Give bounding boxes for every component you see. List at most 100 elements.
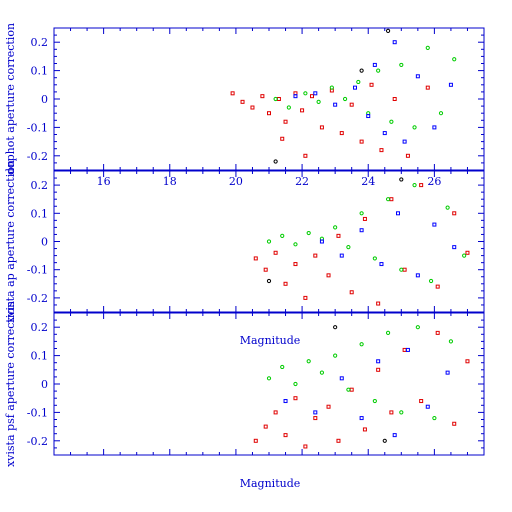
series-black (266, 177, 404, 284)
data-point (339, 376, 344, 381)
data-point (415, 74, 420, 79)
data-point (452, 57, 457, 62)
data-point (293, 242, 298, 247)
data-point (432, 222, 437, 227)
data-point (267, 111, 271, 116)
data-point (293, 396, 298, 401)
data-point (346, 387, 351, 392)
data-point (385, 197, 391, 202)
data-point (462, 253, 467, 258)
y-tick-label: -0.2 (27, 435, 48, 448)
y-axis-label: xvista ap aperture correction (4, 160, 17, 323)
data-point (385, 330, 391, 335)
data-point (402, 347, 407, 352)
data-point (313, 416, 318, 421)
y-tick-label: -0.1 (27, 121, 48, 134)
data-point (389, 197, 394, 202)
data-point (356, 79, 361, 85)
data-point (399, 62, 404, 68)
data-point (329, 85, 334, 90)
data-point (263, 267, 268, 272)
data-point (276, 97, 281, 101)
y-tick-label: 0.2 (31, 179, 49, 192)
data-point (372, 398, 377, 404)
data-point (319, 239, 324, 244)
data-point (313, 91, 318, 96)
data-point (273, 410, 278, 415)
data-point (313, 410, 318, 415)
data-point (349, 387, 354, 392)
data-point (333, 325, 338, 330)
data-point (266, 239, 272, 244)
data-point (425, 45, 430, 50)
data-point (392, 433, 397, 438)
data-point (326, 404, 331, 409)
data-point (376, 301, 381, 306)
data-point (392, 40, 397, 45)
series-blue (319, 211, 457, 278)
data-point (369, 82, 374, 87)
data-point (389, 410, 394, 415)
series-black (333, 325, 387, 443)
data-point (389, 119, 394, 124)
data-point (448, 82, 453, 87)
data-point (303, 444, 308, 449)
y-tick-label: 0.2 (31, 36, 49, 49)
data-point (333, 102, 338, 107)
data-point (372, 62, 377, 67)
data-point (293, 262, 298, 267)
data-point (336, 233, 341, 238)
x-tick-label: 22 (295, 175, 309, 188)
data-point (399, 410, 404, 415)
y-tick-label: -0.2 (27, 292, 48, 305)
data-point (425, 404, 430, 409)
data-point (399, 177, 404, 182)
x-tick-label: 26 (427, 175, 441, 188)
data-point (362, 427, 367, 432)
data-point (379, 262, 384, 267)
data-point (445, 370, 450, 375)
data-point (432, 125, 437, 130)
y-tick-label: 0.2 (31, 321, 49, 334)
y-tick-label: 0.1 (31, 207, 49, 220)
data-point (465, 359, 470, 364)
data-point (438, 111, 444, 116)
data-point (333, 353, 338, 358)
data-point (372, 256, 377, 261)
data-point (382, 438, 387, 443)
data-point (349, 290, 354, 295)
x-tick-label: 16 (97, 175, 111, 188)
data-point (445, 205, 450, 210)
data-point (419, 183, 424, 188)
data-point (293, 381, 298, 387)
data-point (319, 125, 324, 130)
data-point (379, 148, 384, 153)
y-tick-label: 0 (41, 93, 48, 106)
data-point (293, 94, 298, 99)
data-point (286, 105, 291, 110)
series-red (253, 330, 470, 449)
data-point (253, 438, 258, 443)
x-tick-label: 20 (229, 175, 243, 188)
y-axis-label: dophot aperture correction (4, 23, 17, 175)
series-green (266, 183, 467, 284)
y-tick-label: -0.1 (27, 406, 48, 419)
data-point (280, 364, 285, 370)
scatter-panel-1: -0.2 -0.1 0 0.1 0.2 16 18 20 22 24 26 dophot apertu… (4, 23, 485, 188)
data-point (402, 139, 407, 144)
data-point (359, 228, 364, 233)
data-point (396, 211, 400, 216)
y-tick-label: 0.1 (31, 65, 49, 78)
data-point (250, 105, 255, 110)
y-tick-label: 0.1 (31, 350, 49, 363)
data-point (412, 125, 417, 130)
data-point (273, 250, 278, 255)
data-point (366, 114, 371, 119)
inner-xlabel: Magnitude (240, 334, 301, 347)
scatter-panel-2: -0.2 -0.1 0 0.1 0.2 xvista ap aperture correc… (4, 160, 485, 323)
data-point (310, 94, 314, 99)
data-point (300, 108, 305, 113)
data-point (306, 359, 311, 364)
data-point (260, 94, 265, 99)
